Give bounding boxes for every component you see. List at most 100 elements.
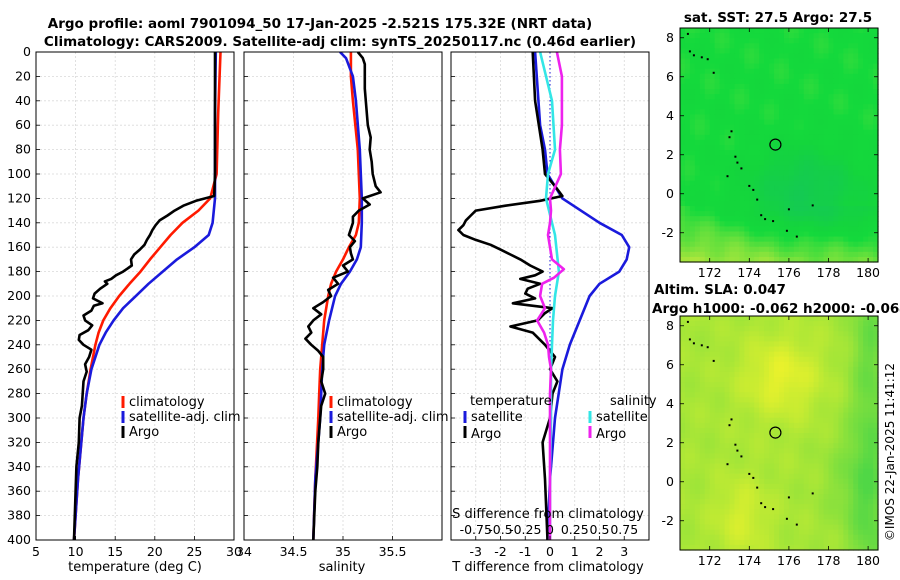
map-cell [774,139,780,146]
map-cell [709,478,716,485]
island-mark [706,58,709,61]
map-cell [803,83,810,90]
map-cell [724,463,731,470]
map-cell [788,519,795,526]
map-cell [873,356,879,363]
map-cell [744,387,750,393]
map-cell [863,155,869,161]
map-cell [689,206,696,212]
map-cell [853,226,859,233]
map-cell [853,190,859,197]
map-cell [689,443,696,449]
map-cell [823,488,830,495]
map-cell [873,180,879,187]
map-cell [838,473,844,480]
map-cell [744,119,750,126]
map-cell [749,331,755,337]
map-cell [724,33,731,39]
map-cell [793,529,800,536]
map-cell [774,341,780,348]
map-cell [759,251,765,258]
map-cell [843,341,849,348]
map-cell [843,43,849,49]
map-cell [754,211,760,217]
y-tick-label: 20 [15,68,31,83]
map-cell [803,504,810,510]
map-cell [853,443,859,449]
map-cell [724,544,731,551]
map-cell [764,524,770,531]
map-cell [838,114,844,121]
map-cell [843,58,849,65]
map-cell [714,104,721,110]
map-cell [744,331,750,337]
map-cell [684,206,691,212]
map-cell [689,356,696,363]
map-cell [680,438,686,444]
map-cell [689,448,696,454]
map-cell [823,427,830,434]
map-cell [709,251,716,258]
map-cell [803,155,810,161]
map-cell [858,341,864,348]
island-mark [692,54,695,57]
map-cell [694,170,701,177]
map-cell [709,134,716,141]
map-cell [769,412,775,419]
map-cell [689,453,696,460]
map-cell [843,236,849,243]
map-cell [680,226,686,233]
map-cell [838,170,844,177]
map-cell [868,33,874,39]
map-cell [793,33,800,39]
map-cell [873,195,879,202]
map-cell [813,468,820,475]
map-cell [764,216,770,222]
map-cell [828,356,835,363]
map-cell [774,68,780,75]
map-cell [694,346,701,353]
map-cell [863,165,869,172]
map-cell [714,185,721,192]
map-cell [719,316,726,322]
map-cell [734,83,740,90]
map-cell [843,28,849,34]
map-cell [704,356,711,363]
map-cell [838,387,844,393]
map-cell [769,407,775,414]
map-cell [838,150,844,156]
map-cell [863,377,869,383]
map-cell [689,129,696,136]
map-cell [868,180,874,187]
map-cell [699,366,706,373]
map-cell [853,221,859,227]
map-cell [848,529,854,536]
map-cell [848,539,854,546]
map-cell [873,351,879,358]
map-cell [709,200,716,207]
map-cell [863,150,869,156]
map-cell [709,53,716,60]
map-cell [868,83,874,90]
map-cell [694,119,701,126]
map-cell [729,109,736,116]
map-cell [684,58,691,65]
map-cell [774,321,780,327]
map-cell [823,200,830,207]
map-cell [843,371,849,378]
island-mark [700,56,703,59]
map-cell [779,326,785,332]
map-cell [759,170,765,177]
map-cell [818,402,825,409]
map-cell [754,200,760,207]
map-cell [858,94,864,100]
map-cell [699,53,706,60]
map-cell [759,221,765,227]
map-cell [868,514,874,521]
map-cell [774,185,780,192]
map-cell [823,206,830,212]
map-cell [863,463,869,470]
map-cell [714,241,721,248]
map-cell [744,453,750,460]
map-cell [689,155,696,161]
